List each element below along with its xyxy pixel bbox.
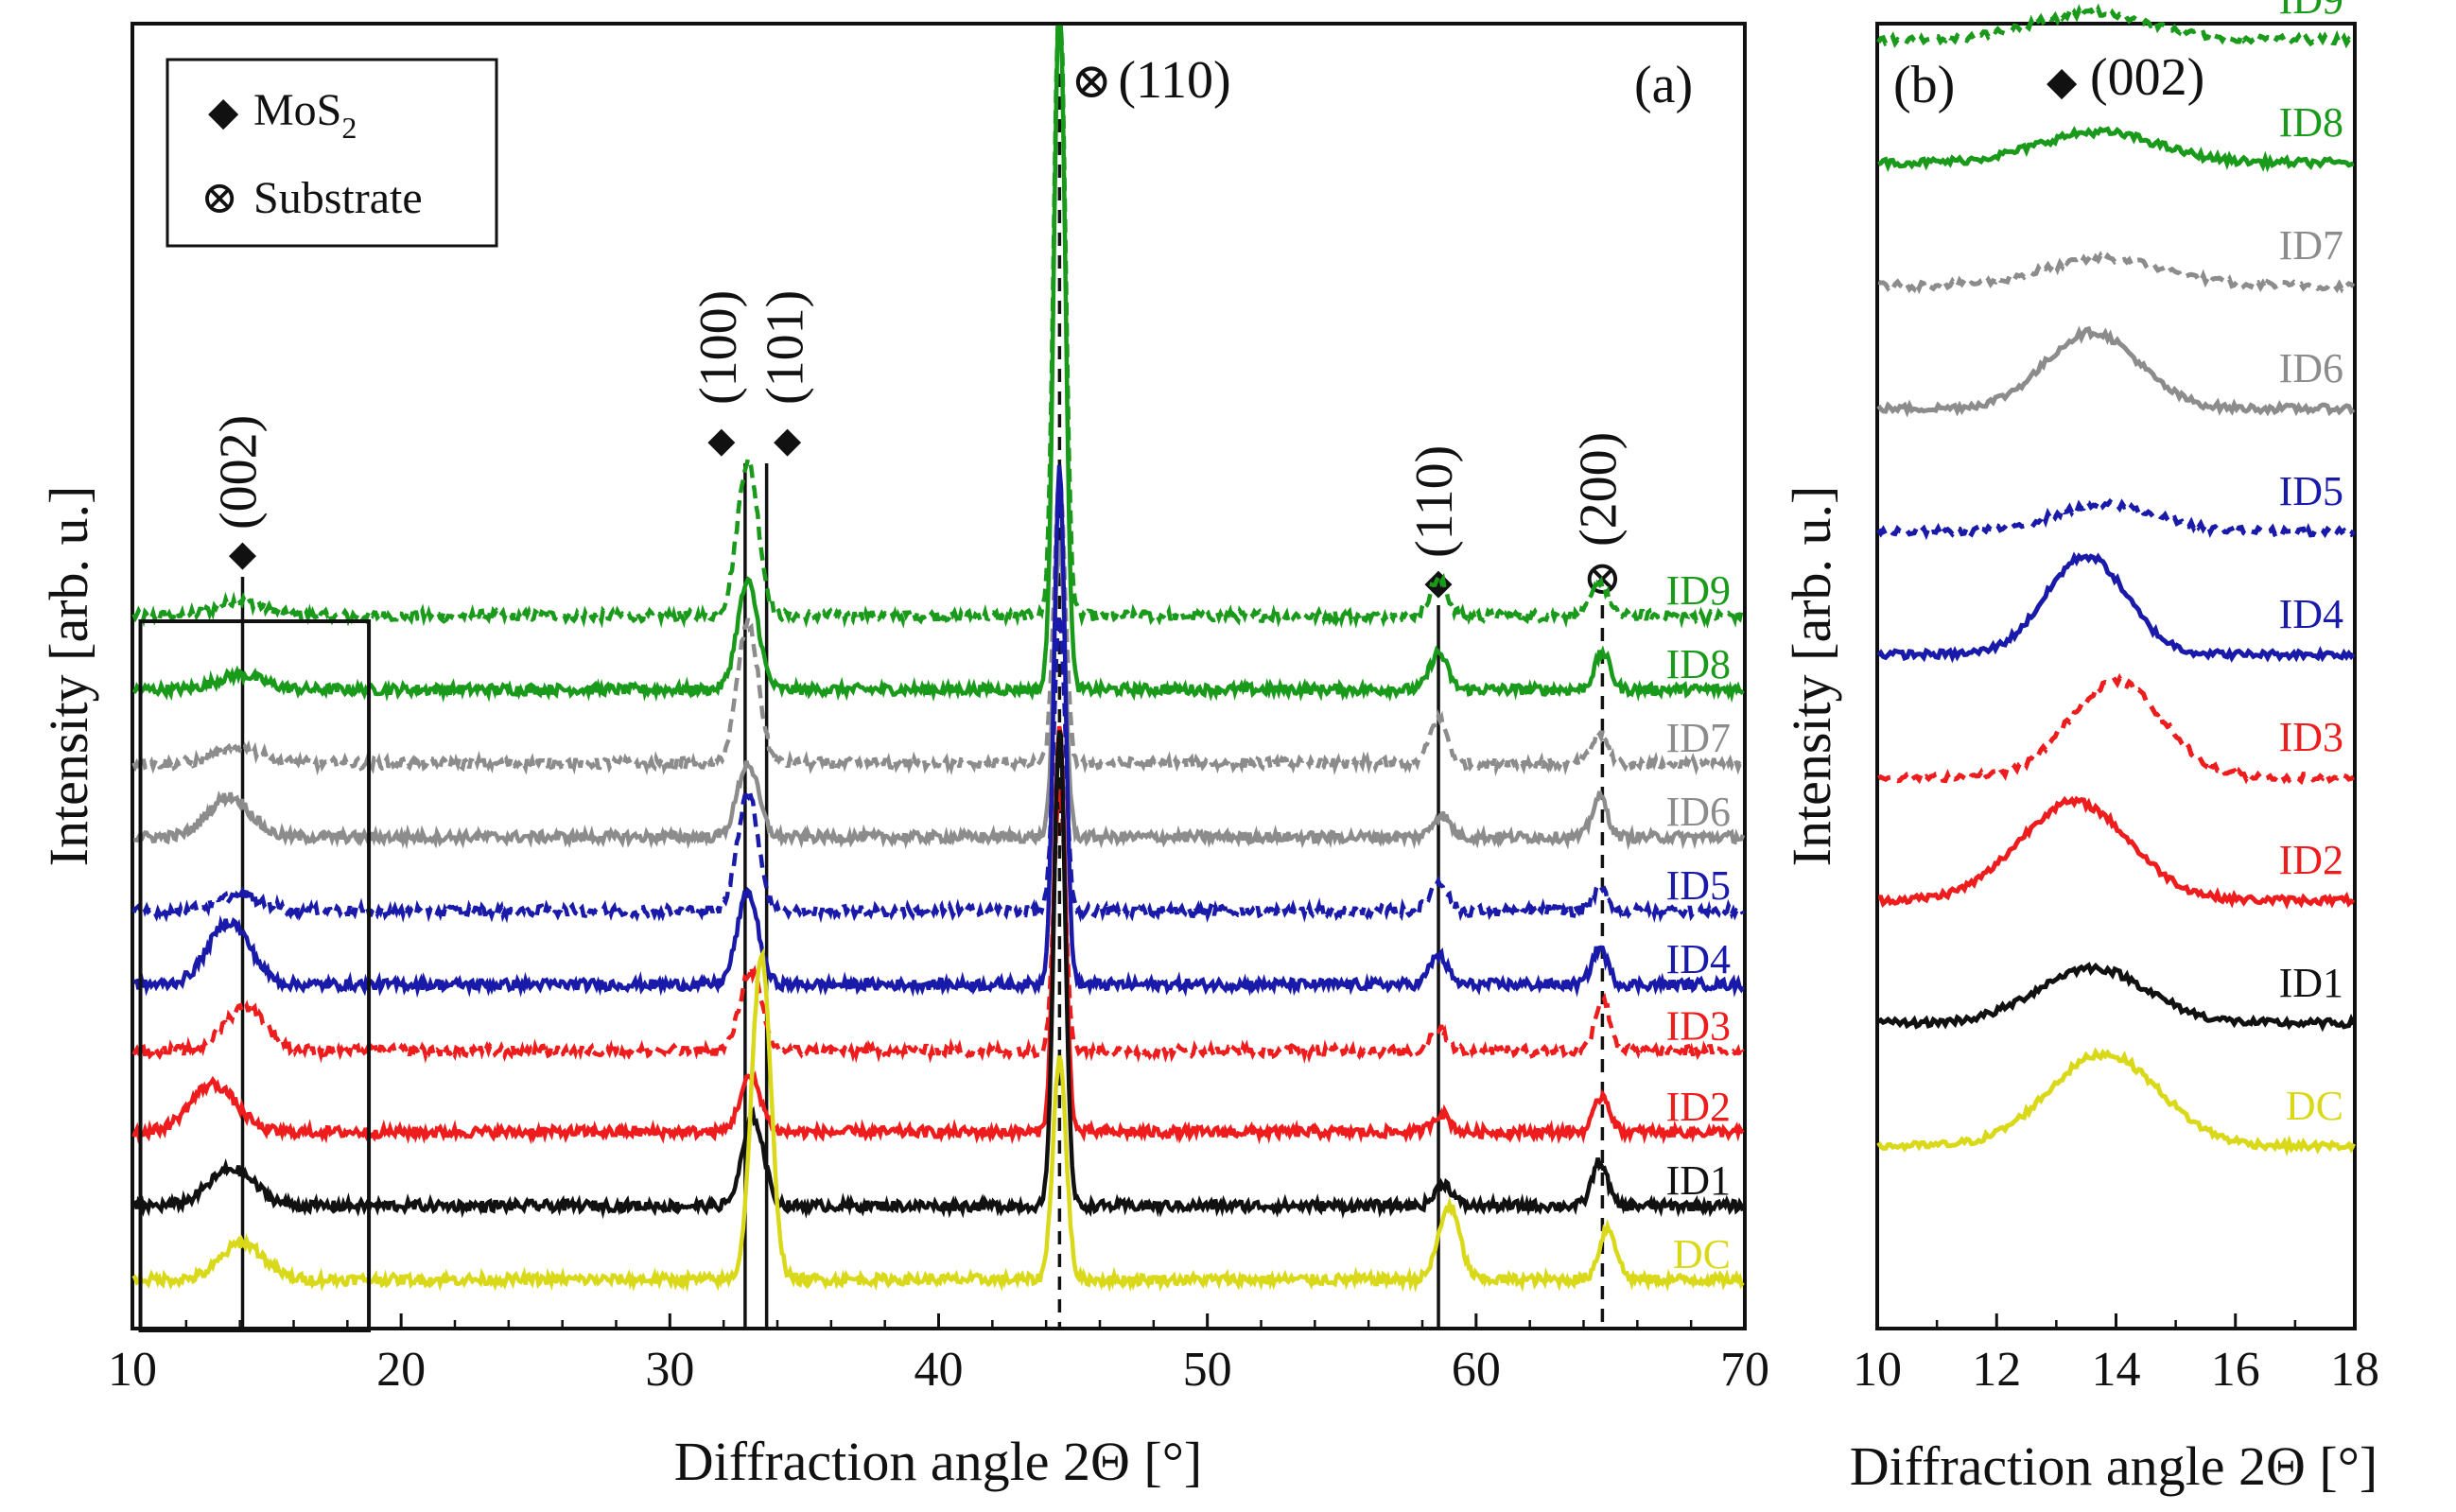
panel-b-y-axis-title: Intensity [arb. u.] — [1781, 486, 1842, 867]
inset-series-line-dc — [1876, 1047, 2356, 1156]
series-label-id3: ID3 — [1666, 1002, 1731, 1049]
x-tick-label-50: 50 — [1183, 1343, 1232, 1397]
series-label-id1: ID1 — [1666, 1157, 1731, 1204]
panel-b-reference-marker: ◆ — [2047, 61, 2078, 104]
series-line-id9 — [131, 25, 1746, 630]
reference-label-5: (200) — [1569, 432, 1628, 547]
inset-series-label-id7: ID7 — [2279, 222, 2343, 269]
reference-marker-0: ◆ — [229, 534, 257, 574]
inset-series-line-id3 — [1877, 672, 2355, 786]
inset-series-line-id7 — [1877, 251, 2356, 295]
series-label-id7: ID7 — [1666, 715, 1731, 761]
inset-x-tick-label-14: 14 — [2092, 1343, 2141, 1397]
reference-marker-3: ⊗ — [1071, 55, 1112, 109]
panel-b-series: ID9 ID8 ID7 ID6 ID5 ID4 ID3 ID2 ID1 DC — [1876, 0, 2356, 1156]
panel-b-reference-label: (002) — [2090, 48, 2204, 107]
reference-label-0: (002) — [210, 415, 269, 530]
reference-label-2: (101) — [757, 290, 815, 405]
series-line-id4 — [132, 464, 1745, 999]
reference-marker-1: ◆ — [707, 421, 736, 461]
series-label-id4: ID4 — [1666, 936, 1731, 982]
panel-a-ticks: 10 20 30 40 50 60 70 — [108, 1313, 1769, 1397]
series-line-id7 — [131, 478, 1744, 777]
inset-series-line-id6 — [1876, 325, 2356, 418]
legend-substrate-symbol: ⊗ — [200, 173, 238, 223]
legend-mos2-label: MoS2 — [253, 85, 357, 145]
inset-series-label-id3: ID3 — [2279, 714, 2343, 760]
series-line-dc — [131, 947, 1745, 1293]
x-tick-label-20: 20 — [376, 1343, 426, 1397]
inset-x-tick-label-10: 10 — [1853, 1343, 1902, 1397]
inset-series-label-id9: ID9 — [2279, 0, 2343, 23]
legend-mos2-symbol: ◆ — [208, 91, 239, 134]
inset-series-line-id4 — [1876, 551, 2356, 664]
series-label-id6: ID6 — [1666, 789, 1731, 835]
inset-series-line-id2 — [1878, 795, 2356, 910]
inset-series-label-id8: ID8 — [2279, 99, 2343, 146]
series-label-id8: ID8 — [1666, 641, 1731, 687]
series-line-id8 — [131, 25, 1745, 704]
reference-label-3: (110) — [1118, 51, 1230, 110]
panel-a-series: ID9 ID8 ID7 ID6 ID5 ID4 ID3 ID2 ID1 DC — [131, 25, 1746, 1293]
inset-series-line-id1 — [1876, 962, 2356, 1033]
panel-b-ticks: 10 12 14 16 18 — [1853, 1313, 2379, 1397]
inset-series-label-id4: ID4 — [2279, 591, 2343, 637]
inset-region-box — [138, 619, 372, 1332]
series-label-id5: ID5 — [1666, 862, 1731, 909]
legend-box — [165, 58, 498, 248]
panel-a-x-axis-title: Diffraction angle 2Θ [°] — [674, 1431, 1202, 1492]
panel-b-label: (b) — [1893, 56, 1955, 114]
series-line-id5 — [131, 615, 1746, 924]
panel-b-x-axis-title: Diffraction angle 2Θ [°] — [1850, 1435, 2378, 1497]
panel-b-frame — [1875, 22, 2357, 1330]
panel-a-label: (a) — [1634, 56, 1693, 114]
inset-series-line-id9 — [1876, 3, 2354, 49]
inset-series-label-id2: ID2 — [2279, 837, 2343, 883]
x-tick-label-30: 30 — [645, 1343, 694, 1397]
x-tick-label-70: 70 — [1720, 1343, 1769, 1397]
panel-a-reference-lines: ◆(002) ◆(100)◆(101)⊗ (110)◆(110)⊗(200) — [210, 51, 1628, 1329]
inset-x-tick-label-16: 16 — [2211, 1343, 2260, 1397]
series-label-id9: ID9 — [1666, 567, 1731, 614]
legend: ◆ MoS2 ⊗ Substrate — [165, 58, 498, 248]
reference-label-4: (110) — [1405, 445, 1464, 558]
inset-series-label-id5: ID5 — [2279, 468, 2343, 514]
inset-series-line-id5 — [1876, 497, 2356, 542]
series-line-id2 — [131, 725, 1745, 1145]
inset-x-tick-label-18: 18 — [2330, 1343, 2379, 1397]
x-tick-label-60: 60 — [1452, 1343, 1501, 1397]
inset-series-label-id6: ID6 — [2279, 345, 2343, 391]
inset-x-tick-label-12: 12 — [1972, 1343, 2021, 1397]
inset-series-label-id1: ID1 — [2279, 960, 2343, 1006]
inset-series-line-id8 — [1877, 125, 2355, 173]
x-tick-label-40: 40 — [914, 1343, 964, 1397]
series-label-id2: ID2 — [1666, 1084, 1731, 1130]
panel-a-y-axis-title: Intensity [arb. u.] — [38, 486, 99, 867]
series-line-id6 — [133, 540, 1746, 851]
inset-series-label-dc: DC — [2286, 1083, 2343, 1129]
reference-marker-2: ◆ — [774, 421, 802, 461]
series-line-id1 — [132, 729, 1746, 1220]
series-label-dc: DC — [1673, 1231, 1731, 1277]
reference-label-1: (100) — [689, 290, 748, 405]
series-line-id3 — [131, 789, 1745, 1065]
x-tick-label-10: 10 — [108, 1343, 157, 1397]
legend-substrate-label: Substrate — [253, 173, 423, 223]
